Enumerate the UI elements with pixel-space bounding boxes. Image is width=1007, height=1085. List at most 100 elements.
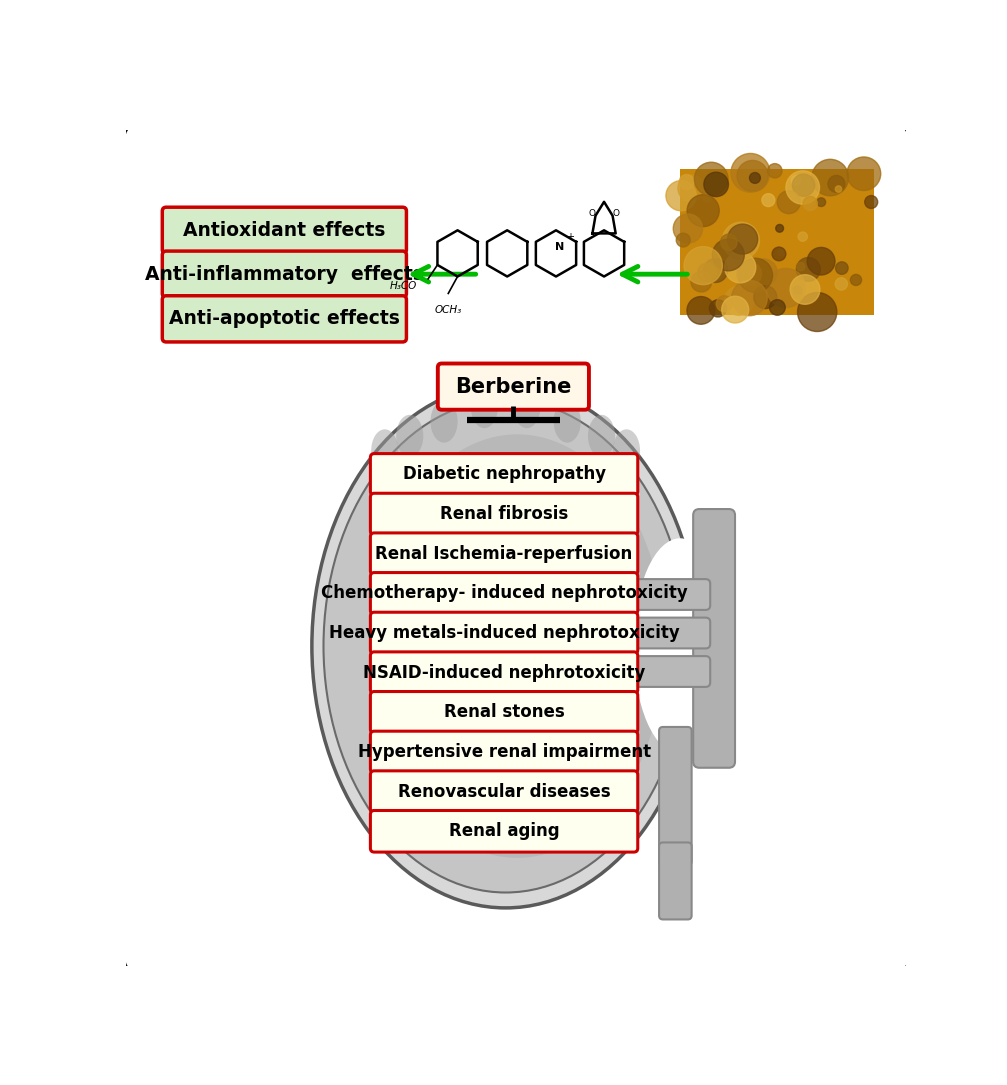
Text: Berberine: Berberine [455,376,572,397]
FancyBboxPatch shape [371,652,637,693]
Circle shape [716,296,732,311]
FancyBboxPatch shape [371,810,637,852]
Circle shape [793,174,815,196]
FancyBboxPatch shape [371,573,637,614]
Circle shape [738,258,772,293]
Circle shape [732,280,767,316]
Circle shape [812,159,849,195]
Circle shape [704,258,728,282]
Circle shape [684,246,722,284]
Circle shape [722,222,759,259]
Circle shape [737,261,761,286]
Circle shape [797,257,821,281]
Circle shape [850,275,862,285]
Circle shape [753,285,776,308]
Circle shape [674,214,703,243]
Ellipse shape [448,574,510,610]
Text: Diabetic nephropathy: Diabetic nephropathy [403,465,605,484]
Text: Renovascular diseases: Renovascular diseases [398,782,610,801]
Text: Chemotherapy- induced nephrotoxicity: Chemotherapy- induced nephrotoxicity [320,585,688,602]
Circle shape [769,299,785,316]
Circle shape [828,176,845,192]
Circle shape [727,225,757,254]
FancyBboxPatch shape [371,533,637,574]
FancyBboxPatch shape [371,731,637,773]
Circle shape [775,225,783,232]
Circle shape [798,293,837,332]
Circle shape [687,194,719,227]
Circle shape [785,170,820,204]
Ellipse shape [633,538,726,754]
Text: N: N [555,242,565,252]
Ellipse shape [323,399,688,893]
Circle shape [737,161,768,191]
Circle shape [749,173,760,183]
FancyBboxPatch shape [680,168,874,315]
FancyBboxPatch shape [438,363,589,410]
Circle shape [721,234,737,251]
Circle shape [766,268,806,307]
Circle shape [724,286,754,316]
FancyBboxPatch shape [162,296,407,342]
Ellipse shape [370,434,665,858]
FancyBboxPatch shape [659,727,692,866]
Circle shape [808,247,835,275]
Text: Anti-inflammatory  effects: Anti-inflammatory effects [145,265,424,283]
FancyBboxPatch shape [659,842,692,919]
Circle shape [750,259,777,285]
Circle shape [799,232,808,241]
FancyBboxPatch shape [632,579,710,610]
Circle shape [777,248,784,256]
Circle shape [794,285,802,294]
Text: Renal Ischemia-reperfusion: Renal Ischemia-reperfusion [376,545,632,563]
Circle shape [687,296,715,324]
Text: +: + [566,232,574,242]
Ellipse shape [430,400,457,443]
Text: Antioxidant effects: Antioxidant effects [183,221,386,240]
FancyBboxPatch shape [371,770,637,813]
Ellipse shape [451,642,537,681]
Circle shape [767,164,782,178]
Ellipse shape [396,414,423,457]
Circle shape [725,252,756,283]
Text: Anti-apoptotic effects: Anti-apoptotic effects [169,309,400,329]
Circle shape [792,176,801,184]
Circle shape [847,157,881,191]
Text: O: O [612,208,619,218]
Circle shape [836,261,848,275]
Text: Hypertensive renal impairment: Hypertensive renal impairment [357,743,651,761]
Text: O: O [589,208,596,218]
FancyBboxPatch shape [162,207,407,254]
Circle shape [731,153,770,192]
Text: Renal aging: Renal aging [449,822,559,840]
Circle shape [790,286,802,298]
FancyBboxPatch shape [162,251,407,297]
Ellipse shape [468,712,536,750]
Circle shape [678,175,705,202]
Circle shape [679,175,694,190]
Ellipse shape [459,506,529,557]
FancyBboxPatch shape [371,494,637,535]
Circle shape [722,296,748,323]
Circle shape [772,247,785,260]
FancyBboxPatch shape [632,656,710,687]
Circle shape [704,173,728,196]
Circle shape [835,278,848,290]
Text: OCH₃: OCH₃ [435,305,462,315]
Circle shape [695,163,728,195]
Text: NSAID-induced nephrotoxicity: NSAID-induced nephrotoxicity [363,664,645,681]
Circle shape [790,275,820,304]
Circle shape [803,196,818,210]
Circle shape [703,193,712,202]
Text: H₃CO: H₃CO [390,281,417,291]
Ellipse shape [554,400,581,443]
Ellipse shape [613,430,640,472]
Circle shape [666,180,696,210]
Circle shape [691,271,712,292]
Circle shape [712,239,744,271]
Ellipse shape [372,430,399,472]
Ellipse shape [471,386,498,429]
Text: Renal stones: Renal stones [444,703,565,722]
Circle shape [762,193,774,206]
Circle shape [865,195,878,208]
